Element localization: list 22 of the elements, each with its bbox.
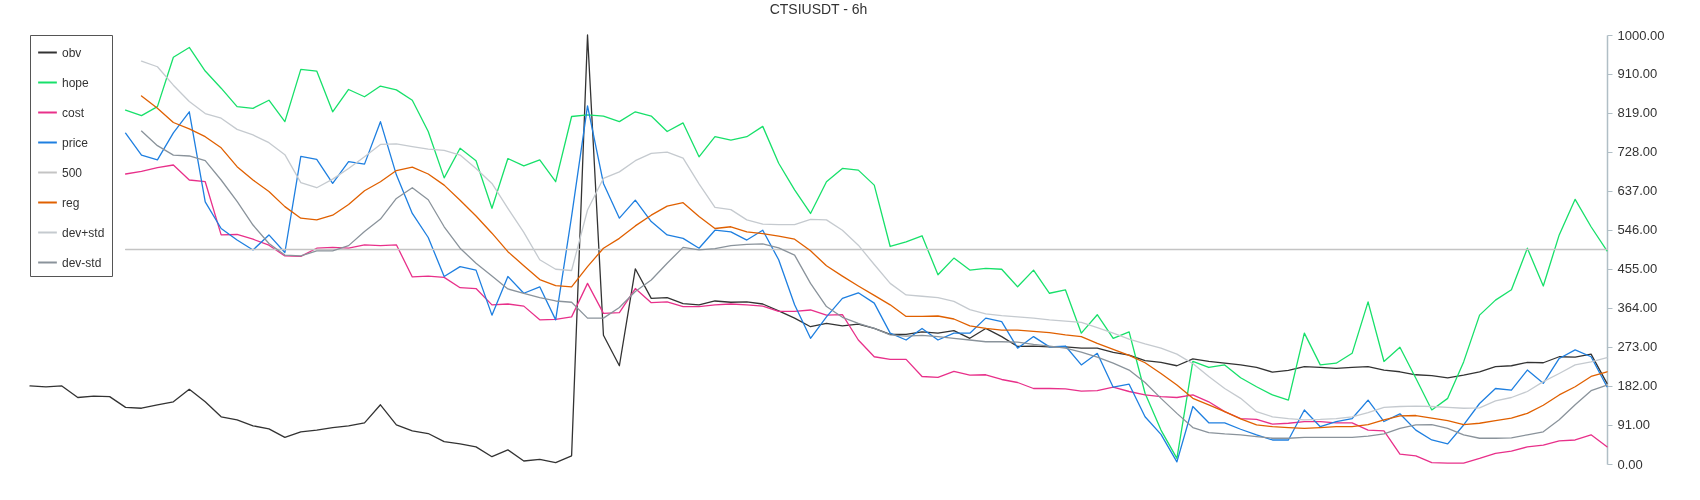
legend-label: hope (62, 75, 90, 90)
y-tick-label: 182.00 (1617, 378, 1658, 394)
chart-title: CTSIUSDT - 6h (769, 1, 868, 17)
y-tick-label: 910.00 (1617, 66, 1658, 82)
legend-label: reg (62, 195, 80, 210)
legend-label: price (62, 135, 89, 150)
y-tick-label: 637.00 (1617, 183, 1658, 199)
legend-label: dev+std (62, 225, 105, 240)
legend-label: obv (62, 45, 82, 60)
y-tick-label: 728.00 (1617, 144, 1658, 160)
y-tick-label: 273.00 (1617, 339, 1658, 355)
legend-label: dev-std (62, 255, 102, 270)
y-tick-label: 819.00 (1617, 105, 1658, 121)
y-tick-label: 1000.00 (1617, 27, 1665, 43)
y-tick-label: 364.00 (1617, 300, 1658, 316)
legend-label: 500 (62, 165, 83, 180)
y-tick-label: 455.00 (1617, 261, 1658, 277)
line-series (124, 164, 1608, 464)
y-tick-label: 546.00 (1617, 222, 1658, 238)
legend-label: cost (62, 105, 85, 120)
y-tick-label: 91.00 (1617, 417, 1651, 433)
y-tick-label: 0.00 (1617, 456, 1643, 472)
